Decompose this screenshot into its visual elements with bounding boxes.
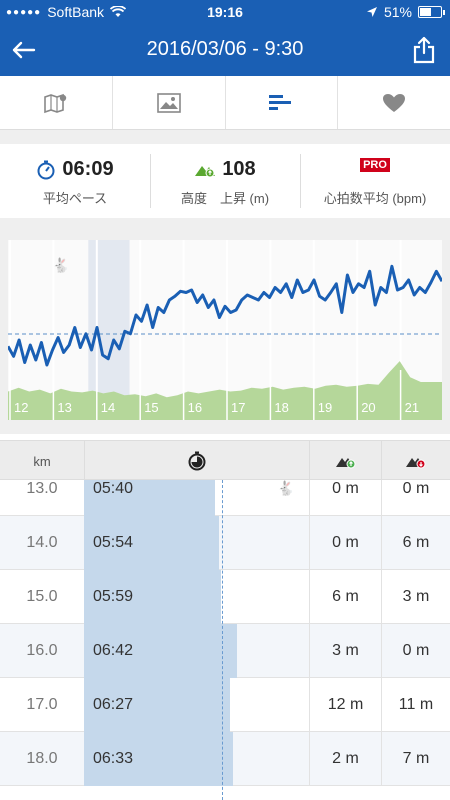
rabbit-icon: 🐇 [52, 257, 69, 274]
pace-bar [84, 678, 231, 732]
row-pace: 06:33 [93, 750, 134, 767]
battery-percent: 51% [383, 4, 412, 20]
row-km: 13.0 [26, 480, 58, 497]
header-km: km [33, 453, 51, 469]
header-down [381, 441, 450, 481]
heartrate-label: 心拍数平均 (bpm) [323, 191, 427, 206]
x-tick-label: 20 [361, 400, 375, 415]
section-divider [0, 218, 450, 234]
wifi-icon [110, 6, 127, 17]
highlight-column [88, 240, 130, 400]
x-tick-label: 13 [57, 400, 71, 415]
elevation-value: 108 [222, 158, 256, 180]
pace-bar [84, 624, 237, 678]
row-km: 16.0 [26, 642, 58, 659]
splits-table-header: km [0, 440, 450, 481]
tab-map[interactable] [0, 76, 113, 129]
row-elevation-down: 7 m [381, 732, 450, 786]
x-tick-label: 21 [405, 400, 419, 415]
carrier-name: SoftBank [47, 4, 105, 20]
stopwatch-icon [188, 451, 206, 471]
share-icon[interactable] [412, 36, 436, 64]
tab-heartrate[interactable] [338, 76, 450, 129]
row-elevation-up: 12 m [309, 678, 381, 732]
x-tick-label: 17 [231, 400, 245, 415]
row-km: 17.0 [26, 696, 58, 713]
row-elevation-down: 11 m [381, 678, 450, 732]
status-right: 51% [366, 4, 445, 20]
average-pace-line [222, 480, 223, 800]
row-elevation-up: 6 m [309, 570, 381, 624]
tab-splits[interactable] [226, 76, 339, 129]
row-elevation-down: 0 m [381, 624, 450, 678]
summary-stats: 06:09 平均ペース 108 高度 上昇 (m) PRO 心拍数平均 (bpm… [0, 144, 450, 218]
pace-bar [84, 480, 215, 516]
stat-pace: 06:09 平均ペース [0, 144, 150, 218]
row-km: 14.0 [26, 534, 58, 551]
location-arrow-icon [366, 7, 377, 17]
page-title: 2016/03/06 - 9:30 [146, 38, 304, 60]
row-elevation-down: 6 m [381, 516, 450, 570]
row-elevation-up: 3 m [309, 624, 381, 678]
row-pace: 05:40 [93, 480, 134, 497]
stat-elevation: 108 高度 上昇 (m) [150, 144, 300, 218]
row-elevation-up: 0 m [309, 516, 381, 570]
nav-bar: 2016/03/06 - 9:30 [0, 26, 450, 76]
x-tick-label: 16 [188, 400, 202, 415]
battery-icon [418, 6, 445, 18]
map-icon [44, 93, 67, 113]
table-row[interactable]: 17.0 06:27 12 m 11 m [0, 678, 450, 732]
section-divider [0, 130, 450, 144]
row-elevation-up: 2 m [309, 732, 381, 786]
signal-dots-icon: ●●●●● [6, 6, 42, 18]
elevation-up-icon [195, 165, 216, 177]
row-pace: 06:42 [93, 642, 134, 659]
row-elevation-down: 0 m [381, 480, 450, 516]
x-tick-label: 15 [144, 400, 158, 415]
tab-photos[interactable] [113, 76, 226, 129]
pace-elevation-chart[interactable]: 12 13 14 15 16 17 18 19 20 21 🐇 [8, 240, 442, 420]
rabbit-icon: 🐇 [277, 481, 295, 497]
photo-icon [156, 92, 181, 113]
header-pace [84, 441, 309, 481]
x-tick-label: 18 [274, 400, 288, 415]
x-tick-label: 14 [101, 400, 115, 415]
back-arrow-icon[interactable] [10, 36, 38, 64]
status-time: 19:16 [207, 4, 243, 20]
status-left: ●●●●● SoftBank [6, 4, 127, 20]
row-pace: 06:27 [93, 696, 134, 713]
row-elevation-up: 0 m [309, 480, 381, 516]
chart-panel: 12 13 14 15 16 17 18 19 20 21 🐇 [0, 234, 450, 434]
row-pace: 05:59 [93, 588, 134, 605]
pace-bar [84, 516, 219, 570]
splits-icon [269, 94, 292, 110]
pace-value: 06:09 [62, 158, 114, 180]
heart-icon [383, 93, 406, 112]
pace-bar [84, 732, 233, 786]
row-km: 15.0 [26, 588, 58, 605]
x-tick-label: 12 [14, 400, 28, 415]
elevation-up-icon [335, 458, 355, 469]
stat-heartrate[interactable]: PRO 心拍数平均 (bpm) [300, 144, 450, 218]
header-up [309, 441, 381, 481]
status-bar: ●●●●● SoftBank 19:16 51% [0, 0, 450, 26]
x-tick-label: 19 [318, 400, 332, 415]
pace-line [8, 264, 442, 367]
pace-icon [37, 160, 55, 179]
row-elevation-down: 3 m [381, 570, 450, 624]
row-pace: 05:54 [93, 534, 134, 551]
elevation-down-icon [406, 458, 426, 469]
pace-label: 平均ペース [42, 191, 108, 206]
pace-bar [84, 570, 222, 624]
pro-badge: PRO [360, 158, 390, 172]
row-km: 18.0 [26, 750, 58, 767]
elevation-label: 高度 上昇 (m) [180, 191, 270, 206]
tab-bar [0, 76, 450, 130]
